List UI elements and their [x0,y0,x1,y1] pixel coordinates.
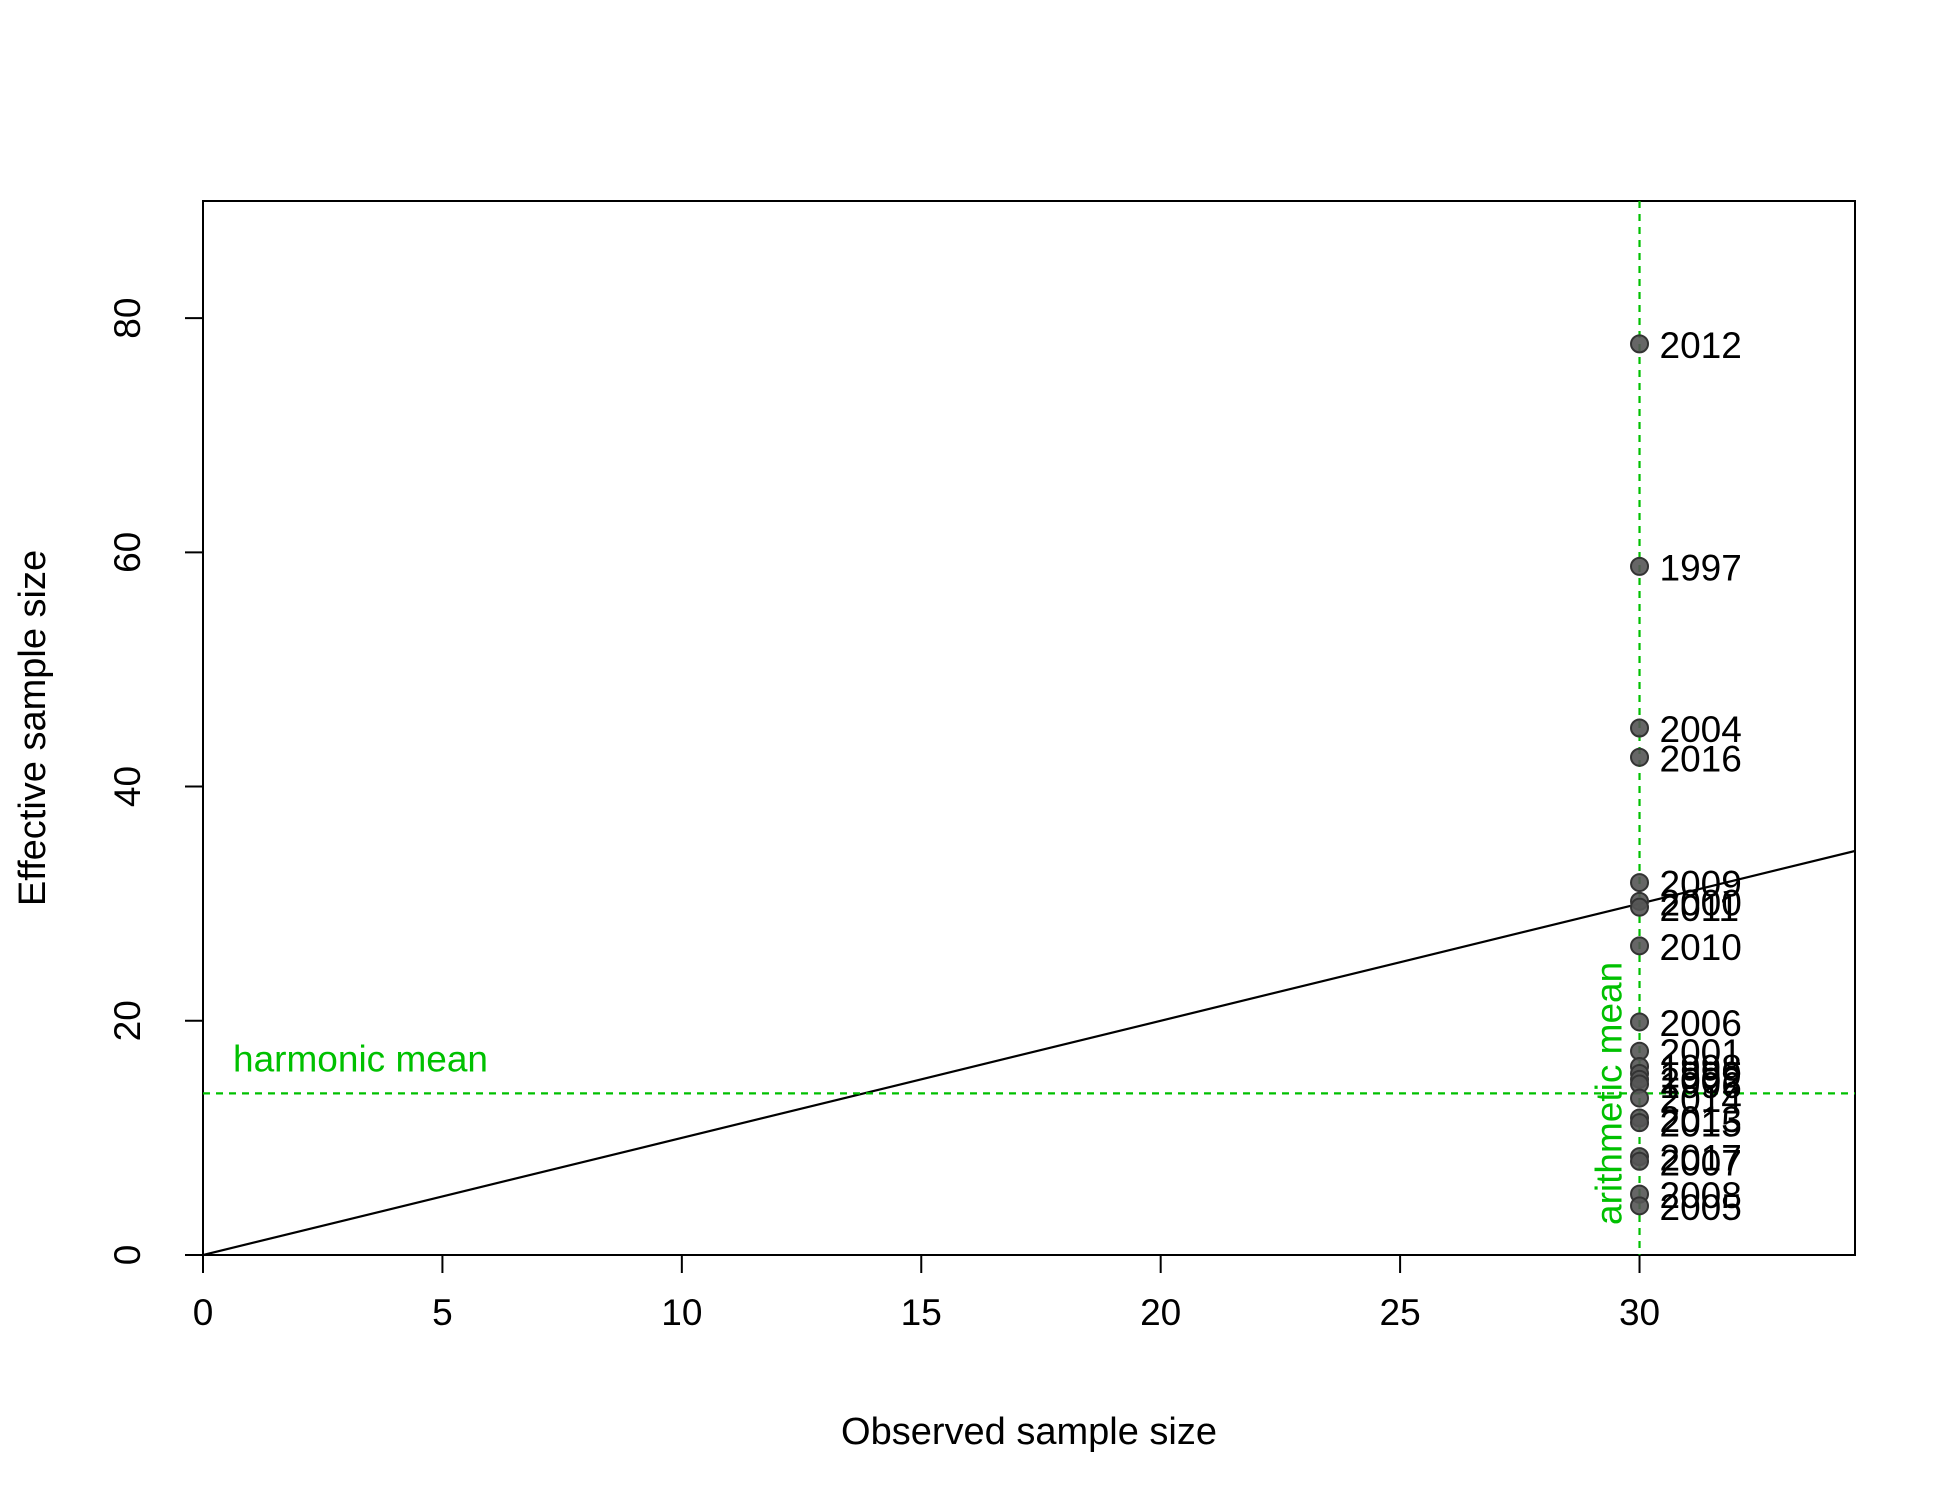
point-label: 1997 [1660,547,1742,588]
y-tick-label: 20 [107,1000,148,1041]
harmonic-mean-label: harmonic mean [233,1038,488,1079]
data-point [1630,747,1650,767]
y-tick-label: 40 [107,766,148,807]
point-label: 2017 [1660,1138,1742,1179]
y-axis-title: Effective sample size [12,550,54,906]
point-label: 2016 [1660,738,1742,779]
x-axis-title: Observed sample size [841,1411,1217,1453]
point-label: 2001 [1660,1032,1742,1073]
data-point [1630,1088,1650,1108]
x-tick-label: 30 [1619,1292,1660,1333]
data-point [1630,556,1650,576]
point-label: 2010 [1660,927,1742,968]
point-label: 2009 [1660,864,1742,905]
x-tick-label: 15 [901,1292,942,1333]
point-label: 2004 [1660,709,1742,750]
point-label: 1996 [1660,1065,1742,1106]
point-label: 2002 [1660,1060,1742,1101]
point-label: 2005 [1660,1187,1742,1228]
point-label: 2011 [1660,888,1740,929]
data-point [1630,936,1650,956]
plot-area: 0 5 10 15 20 25 30 0 20 40 60 80 harmonic mean arithm… [107,200,1856,1333]
data-point [1630,897,1650,917]
arithmetic-mean-label: arithmetic mean [1589,962,1630,1225]
x-tick-label: 20 [1140,1292,1181,1333]
data-point [1630,718,1650,738]
reference-line [203,849,1855,1255]
point-label: 2015 [1660,1104,1742,1145]
point-label: 1999 [1660,1054,1742,1095]
data-point [1630,873,1650,893]
point-label: 2012 [1660,325,1742,366]
point-label: 2013 [1660,1099,1742,1140]
x-tick-label: 5 [432,1292,453,1333]
y-tick-label: 0 [107,1245,148,1266]
x-tick-label: 25 [1380,1292,1421,1333]
data-point [1630,1196,1650,1216]
data-point [1630,1151,1650,1171]
point-label: 2007 [1660,1142,1742,1183]
data-point [1630,1012,1650,1032]
data-point [1630,1113,1650,1133]
data-point [1630,334,1650,354]
point-label: 2008 [1660,1175,1742,1216]
x-tick-label: 10 [661,1292,702,1333]
y-tick-label: 80 [107,298,148,339]
x-tick-label: 0 [193,1292,214,1333]
point-label: 2000 [1660,882,1742,923]
y-tick-label: 60 [107,532,148,573]
point-label: 2006 [1660,1003,1742,1044]
point-label: 2014 [1660,1079,1742,1120]
point-label: 1998 [1660,1047,1742,1088]
